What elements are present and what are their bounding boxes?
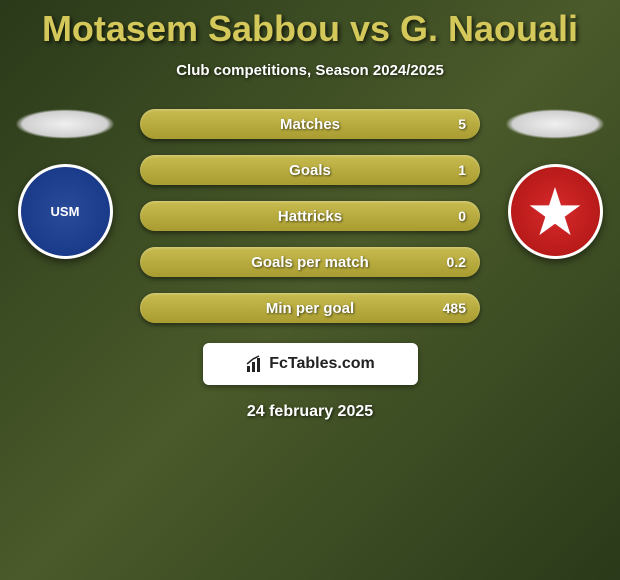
subtitle: Club competitions, Season 2024/2025 (0, 62, 620, 79)
page-title: Motasem Sabbou vs G. Naouali (0, 0, 620, 50)
stat-row-matches: Matches 5 (140, 109, 480, 139)
stat-right-value: 5 (458, 116, 466, 132)
stat-right-value: 0 (458, 208, 466, 224)
stat-label: Goals per match (251, 254, 369, 271)
stat-row-hattricks: Hattricks 0 (140, 201, 480, 231)
player-right-column (500, 109, 610, 259)
player-right-avatar (505, 109, 605, 139)
player-left-avatar (15, 109, 115, 139)
star-icon (525, 182, 585, 242)
stat-row-gpm: Goals per match 0.2 (140, 247, 480, 277)
stat-right-value: 1 (458, 162, 466, 178)
stat-row-mpg: Min per goal 485 (140, 293, 480, 323)
stats-column: Matches 5 Goals 1 Hattricks 0 Goals per … (140, 109, 480, 323)
club-badge-left: USM (18, 164, 113, 259)
club-badge-right (508, 164, 603, 259)
brand-text: FcTables.com (269, 355, 375, 373)
stat-label: Goals (289, 162, 331, 179)
stat-label: Hattricks (278, 208, 342, 225)
date-label: 24 february 2025 (0, 403, 620, 421)
stat-label: Matches (280, 116, 340, 133)
stat-row-goals: Goals 1 (140, 155, 480, 185)
chart-icon (245, 354, 265, 374)
stat-right-value: 485 (443, 300, 466, 316)
player-left-column: USM (10, 109, 120, 259)
comparison-content: USM Matches 5 Goals 1 Hattricks 0 Goals … (0, 109, 620, 323)
brand-badge[interactable]: FcTables.com (203, 343, 418, 385)
stat-right-value: 0.2 (447, 254, 466, 270)
club-abbr-left: USM (51, 204, 80, 219)
stat-label: Min per goal (266, 300, 354, 317)
